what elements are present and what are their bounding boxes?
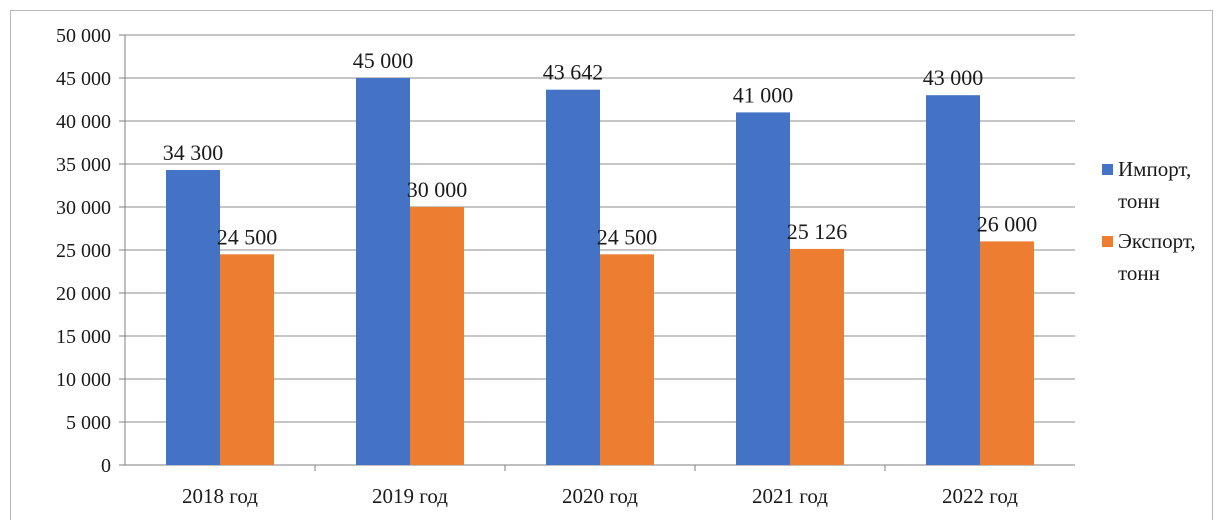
y-tick-label: 35 000 <box>56 154 111 176</box>
data-label: 30 000 <box>407 177 468 202</box>
bar-import <box>926 95 980 465</box>
y-tick-label: 40 000 <box>56 111 111 133</box>
data-label: 45 000 <box>353 48 414 73</box>
bar-export <box>600 254 654 465</box>
legend-label: Экспорт, <box>1118 229 1196 253</box>
data-label: 24 500 <box>597 224 658 249</box>
bar-export <box>790 248 844 465</box>
legend-label: тонн <box>1118 189 1160 213</box>
bar-export <box>410 207 464 465</box>
bar-export <box>220 254 274 465</box>
bar-export <box>980 241 1034 465</box>
y-tick-label: 0 <box>101 455 111 477</box>
legend-label: тонн <box>1118 261 1160 285</box>
bar-import <box>166 170 220 465</box>
data-label: 43 642 <box>543 60 604 85</box>
chart-frame <box>10 10 1213 520</box>
y-tick-label: 5 000 <box>66 412 111 434</box>
data-label: 24 500 <box>217 224 278 249</box>
x-category-label: 2021 год <box>752 484 828 508</box>
x-category-label: 2018 год <box>182 484 258 508</box>
bar-import <box>546 89 600 465</box>
x-category-label: 2020 год <box>562 484 638 508</box>
legend-swatch <box>1102 164 1113 175</box>
y-tick-label: 30 000 <box>56 197 111 219</box>
bar-import <box>356 78 410 465</box>
y-tick-label: 25 000 <box>56 240 111 262</box>
legend-swatch <box>1102 236 1113 247</box>
data-label: 25 126 <box>787 219 848 244</box>
legend-label: Импорт, <box>1118 157 1191 181</box>
x-category-label: 2019 год <box>372 484 448 508</box>
bar-import <box>736 112 790 466</box>
y-tick-label: 20 000 <box>56 283 111 305</box>
y-tick-label: 15 000 <box>56 326 111 348</box>
y-tick-label: 50 000 <box>56 25 111 47</box>
x-category-label: 2022 год <box>942 484 1018 508</box>
data-label: 41 000 <box>733 82 794 107</box>
data-label: 43 000 <box>923 65 984 90</box>
data-label: 34 300 <box>163 140 224 165</box>
data-label: 26 000 <box>977 211 1038 236</box>
y-tick-label: 10 000 <box>56 369 111 391</box>
y-tick-label: 45 000 <box>56 68 111 90</box>
